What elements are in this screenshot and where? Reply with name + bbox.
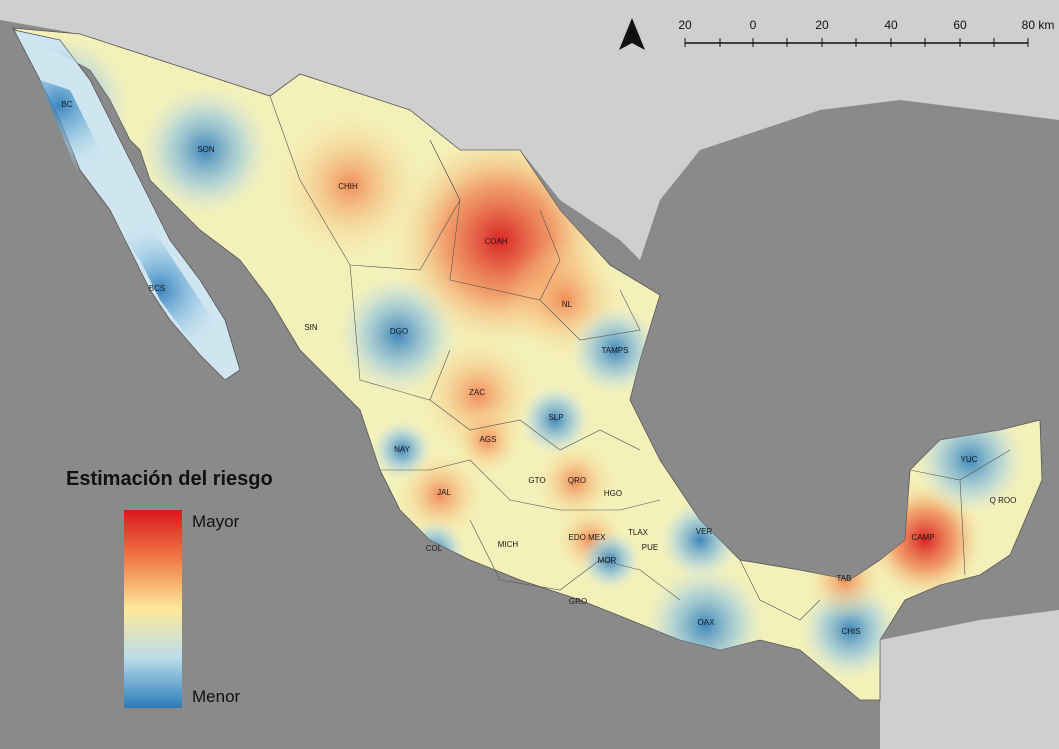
legend-min-label: Menor	[192, 687, 241, 706]
state-label-camp: CAMP	[911, 533, 934, 542]
state-label-oax: OAX	[698, 618, 716, 627]
state-label-yuc: YUC	[961, 455, 978, 464]
usa-land	[0, 0, 1059, 260]
scale-bar: 20 0 20 40 60 80 km	[678, 18, 1054, 47]
legend-title: Estimación del riesgo	[66, 468, 273, 490]
state-label-dgo: DGO	[390, 327, 408, 336]
scale-label: 20	[678, 18, 692, 32]
state-label-nl: NL	[562, 300, 573, 309]
state-label-son: SON	[197, 145, 215, 154]
scale-label: 40	[884, 18, 898, 32]
scale-label: 20	[815, 18, 829, 32]
risk-hotspots	[12, 35, 1025, 685]
legend-max-label: Mayor	[192, 512, 240, 531]
state-label-mich: MICH	[498, 540, 519, 549]
state-label-tlax: TLAX	[628, 528, 649, 537]
state-label-tab: TAB	[837, 574, 852, 583]
state-label-edo-mex: EDO MEX	[569, 533, 607, 542]
north-arrow-icon	[619, 18, 645, 50]
legend-color-bar	[124, 510, 182, 708]
central-america-land	[880, 610, 1059, 749]
state-label-ags: AGS	[480, 435, 497, 444]
state-label-ver: VER	[696, 527, 713, 536]
scale-label: 80 km	[1022, 18, 1055, 32]
state-label-nay: NAY	[394, 445, 411, 454]
state-label-col: COL	[426, 544, 443, 553]
scale-label: 0	[750, 18, 757, 32]
state-label-chis: CHIS	[841, 627, 860, 636]
state-label-coah: COAH	[484, 237, 507, 246]
state-label-qro: QRO	[568, 476, 586, 485]
state-label-zac: ZAC	[469, 388, 485, 397]
state-label-tamps: TAMPS	[602, 346, 629, 355]
state-label-sin: SIN	[304, 323, 318, 332]
state-label-hgo: HGO	[604, 489, 622, 498]
state-label-q-roo: Q ROO	[990, 496, 1017, 505]
state-boundaries	[269, 95, 1011, 621]
state-label-bc: BC	[61, 100, 72, 109]
state-label-gto: GTO	[528, 476, 545, 485]
state-label-jal: JAL	[437, 488, 451, 497]
state-label-chih: CHIH	[338, 182, 358, 191]
scale-label: 60	[953, 18, 967, 32]
state-label-gro: GRO	[569, 597, 587, 606]
state-label-bcs: BCS	[149, 284, 165, 293]
state-label-slp: SLP	[548, 413, 563, 422]
state-label-mor: MOR	[598, 556, 617, 565]
state-label-pue: PUE	[642, 543, 658, 552]
